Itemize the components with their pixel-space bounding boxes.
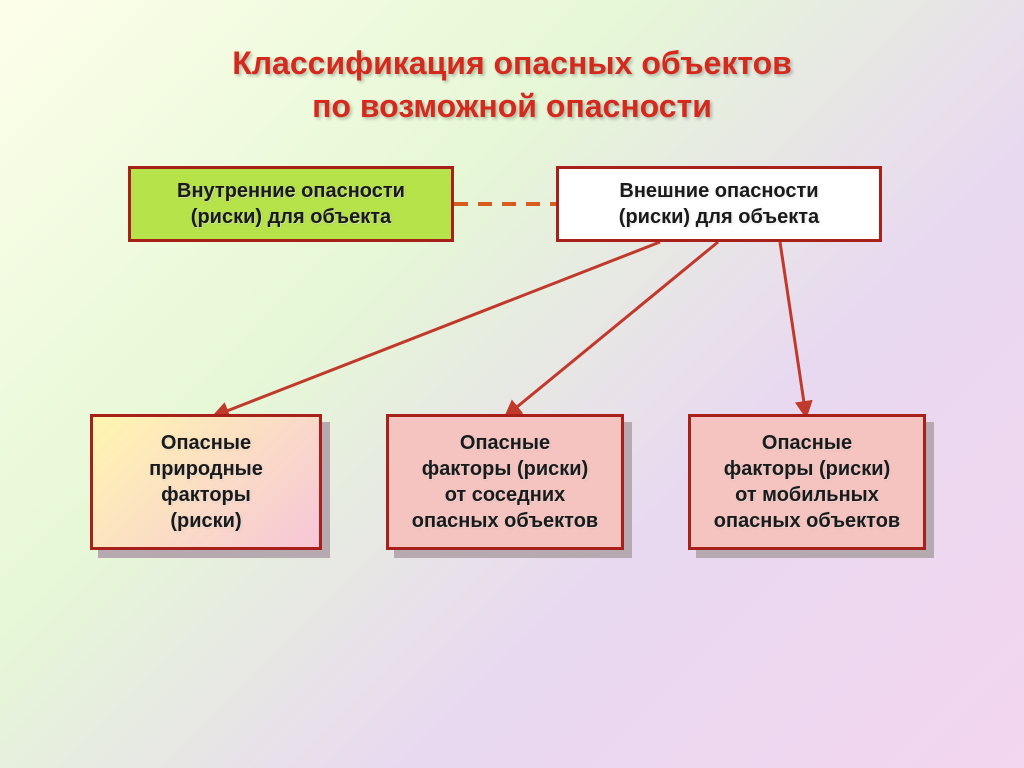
box-mobile-factors: Опасные факторы (риски) от мобильных опа… [688, 414, 926, 550]
slide-title: Классификация опасных объектов по возмож… [0, 42, 1024, 128]
box-external-risks: Внешние опасности (риски) для объекта [556, 166, 882, 242]
box-natural-label: Опасные природные факторы (риски) [149, 430, 263, 534]
title-line-1: Классификация опасных объектов [0, 42, 1024, 85]
box-internal-risks: Внутренние опасности (риски) для объекта [128, 166, 454, 242]
box-natural-factors: Опасные природные факторы (риски) [90, 414, 322, 550]
box-neighbor-factors: Опасные факторы (риски) от соседних опас… [386, 414, 624, 550]
box-internal-label: Внутренние опасности (риски) для объекта [177, 178, 405, 230]
box-neighbor-label: Опасные факторы (риски) от соседних опас… [412, 430, 598, 534]
box-mobile-label: Опасные факторы (риски) от мобильных опа… [714, 430, 900, 534]
box-external-label: Внешние опасности (риски) для объекта [619, 178, 819, 230]
title-line-2: по возможной опасности [0, 85, 1024, 128]
